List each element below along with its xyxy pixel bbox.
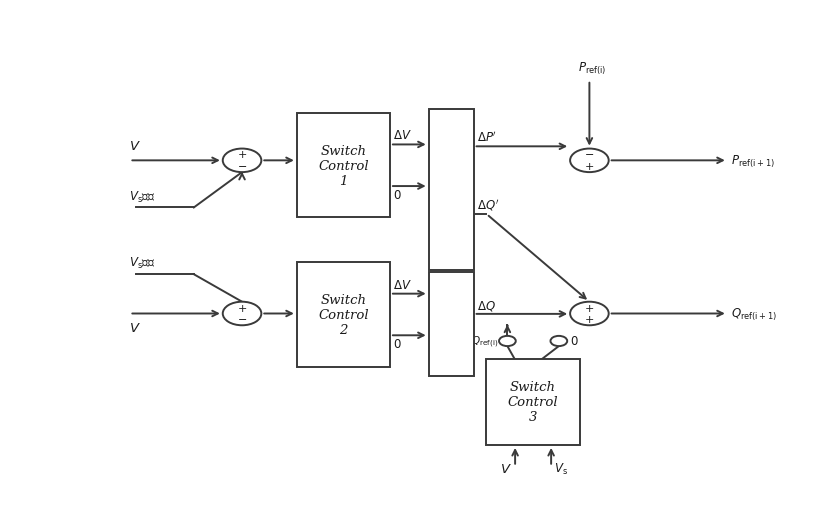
Text: $0$: $0$ <box>570 335 579 348</box>
Text: $V_{\rm s}$: $V_{\rm s}$ <box>554 461 569 476</box>
Text: −: − <box>237 162 247 172</box>
Text: Switch
Control
2: Switch Control 2 <box>318 293 369 336</box>
Text: $Q_{\rm ref(i)}$: $Q_{\rm ref(i)}$ <box>471 333 498 349</box>
Text: +: + <box>584 303 594 313</box>
Circle shape <box>550 336 567 347</box>
Bar <box>428 110 474 271</box>
Text: +: + <box>237 150 247 160</box>
Circle shape <box>570 149 608 173</box>
Bar <box>486 359 580 445</box>
Text: Switch
Control
1: Switch Control 1 <box>318 145 369 187</box>
Text: $V$: $V$ <box>129 140 141 153</box>
Text: $0$: $0$ <box>393 337 402 351</box>
Text: +: + <box>237 303 247 313</box>
Text: $\Delta P'$: $\Delta P'$ <box>476 130 497 145</box>
Text: −: − <box>237 315 247 325</box>
Text: Switch
Control
3: Switch Control 3 <box>508 381 559 423</box>
Circle shape <box>570 302 608 326</box>
Circle shape <box>222 149 261 173</box>
Text: $P_{\rm ref(i+1)}$: $P_{\rm ref(i+1)}$ <box>731 153 774 169</box>
Circle shape <box>222 302 261 326</box>
Bar <box>297 263 390 367</box>
Text: $V_{\rm s}$上限: $V_{\rm s}$上限 <box>129 189 156 204</box>
Text: $V$: $V$ <box>129 322 141 335</box>
Text: +: + <box>584 162 594 172</box>
Text: −: − <box>584 150 594 160</box>
Circle shape <box>499 336 515 347</box>
Text: $0$: $0$ <box>393 189 402 202</box>
Text: $\Delta Q$: $\Delta Q$ <box>476 298 496 312</box>
Bar <box>297 114 390 218</box>
Text: $\Delta V$: $\Delta V$ <box>393 278 412 291</box>
Text: $V_{\rm s}$下限: $V_{\rm s}$下限 <box>129 256 156 271</box>
Text: $Q_{\rm ref(i+1)}$: $Q_{\rm ref(i+1)}$ <box>731 306 777 322</box>
Text: $V$: $V$ <box>500 462 512 475</box>
Text: $P_{\rm ref(i)}$: $P_{\rm ref(i)}$ <box>579 61 607 77</box>
Text: $\Delta V$: $\Delta V$ <box>393 129 412 142</box>
Text: +: + <box>584 315 594 325</box>
Text: $\Delta Q'$: $\Delta Q'$ <box>476 196 499 212</box>
Bar <box>428 273 474 377</box>
